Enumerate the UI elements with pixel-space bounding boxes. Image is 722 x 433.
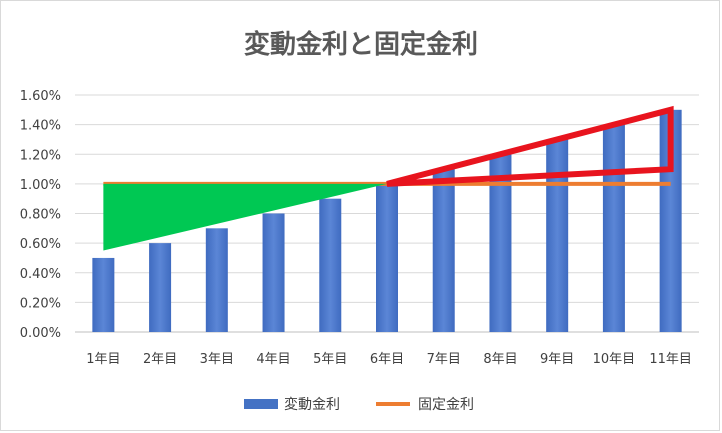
x-tick-label: 5年目	[313, 352, 347, 367]
red-cost-triangle	[386, 105, 674, 187]
bar	[659, 109, 682, 332]
chart-title: 変動金利と固定金利	[244, 29, 478, 60]
annotations	[103, 105, 674, 251]
x-tick-label: 3年目	[200, 352, 234, 367]
bar	[149, 243, 172, 332]
bar	[376, 183, 398, 332]
bar	[432, 169, 455, 332]
bar	[546, 139, 569, 332]
x-tick-label: 6年目	[370, 352, 404, 367]
x-tick-label: 11年目	[649, 352, 692, 367]
x-tick-label: 9年目	[540, 352, 574, 367]
x-tick-label: 7年目	[427, 352, 461, 367]
y-tick-label: 1.60%	[20, 89, 61, 104]
bar	[489, 154, 512, 332]
y-tick-label: 0.40%	[20, 267, 61, 282]
bar-series	[92, 109, 682, 332]
y-tick-label: 1.20%	[20, 148, 61, 163]
y-axis-ticks: 0.00% 0.20% 0.40% 0.60% 0.80% 1.00% 1.20% 1.40%…	[20, 89, 61, 341]
bar	[92, 257, 115, 332]
x-tick-label: 2年目	[143, 352, 177, 367]
legend: 変動金利 固定金利	[244, 396, 474, 413]
y-tick-label: 1.40%	[20, 119, 61, 134]
legend-label-line: 固定金利	[418, 397, 474, 413]
bar	[205, 228, 228, 332]
y-tick-label: 1.00%	[20, 178, 61, 193]
legend-swatch-bar	[244, 399, 278, 409]
y-tick-label: 0.20%	[20, 296, 61, 311]
x-tick-label: 10年目	[593, 352, 636, 367]
bar	[319, 198, 342, 332]
y-tick-label: 0.80%	[20, 208, 61, 223]
legend-label-bar: 変動金利	[284, 396, 340, 413]
x-tick-label: 4年目	[256, 352, 290, 367]
green-savings-triangle	[103, 183, 387, 251]
x-tick-label: 1年目	[86, 352, 120, 367]
x-axis-ticks: 1年目 2年目 3年目 4年目 5年目 6年目 7年目 8年目 9年目 10年目 11年目	[86, 352, 692, 367]
y-tick-label: 0.00%	[20, 326, 61, 341]
bar	[262, 213, 285, 332]
bar	[602, 124, 625, 332]
x-tick-label: 8年目	[483, 352, 517, 367]
legend-swatch-line	[376, 402, 410, 406]
y-tick-label: 0.60%	[20, 237, 61, 252]
